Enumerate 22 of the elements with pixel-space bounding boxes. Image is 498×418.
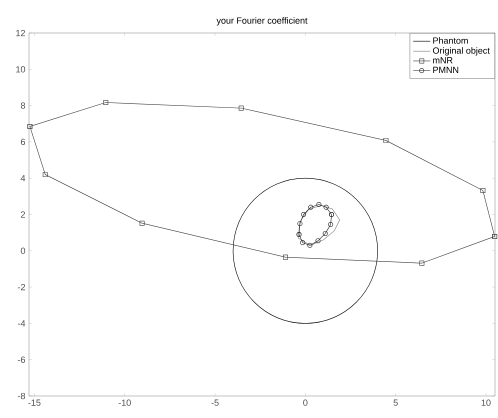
y-tick-label: -8 <box>18 392 26 400</box>
x-tick-label: -10 <box>118 400 131 406</box>
y-tick-label: 12 <box>16 30 26 36</box>
y-tick-label: 8 <box>20 102 26 109</box>
y-tick-label: -4 <box>18 320 26 326</box>
x-tick-label: -5 <box>211 400 219 406</box>
x-tick-label: -15 <box>28 400 41 406</box>
x-tick-label: 10 <box>482 400 491 406</box>
y-tick-label: 2 <box>20 211 26 218</box>
legend-label: PMNN <box>433 66 458 73</box>
y-tick-label: 10 <box>16 66 26 72</box>
annotation: Phantom <box>433 37 468 44</box>
x-tick-label: 0 <box>303 400 308 406</box>
y-tick-label: 0 <box>20 248 26 254</box>
legend-label: mNR <box>433 57 453 64</box>
y-tick-label: -2 <box>18 284 26 290</box>
y-tick-label: -6 <box>18 356 26 363</box>
y-tick-label: 6 <box>20 138 26 146</box>
legend-label: Original object <box>432 47 490 56</box>
y-tick-label: 4 <box>20 175 26 182</box>
x-tick-label: 5 <box>394 400 398 406</box>
chart-title: your Fourier coefficient <box>216 17 308 26</box>
